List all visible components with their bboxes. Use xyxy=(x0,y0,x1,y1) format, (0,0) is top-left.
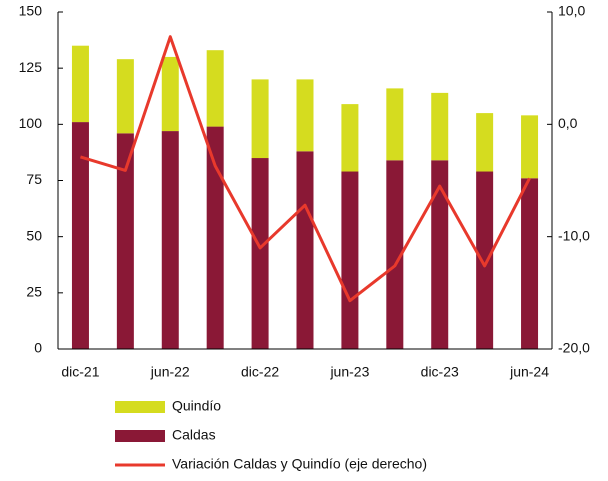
line-series xyxy=(80,35,531,303)
bar xyxy=(206,126,224,349)
y2-tick-label: -20,0 xyxy=(558,340,590,356)
y-tick-label: 25 xyxy=(26,284,42,300)
bar xyxy=(251,158,269,349)
bar xyxy=(161,131,179,349)
bar xyxy=(71,45,89,123)
bar xyxy=(341,104,359,172)
bar xyxy=(71,122,89,349)
bar xyxy=(206,50,224,127)
bar xyxy=(296,79,314,152)
bar xyxy=(431,160,449,349)
y2-tick-label: 10,0 xyxy=(558,3,585,19)
x-tick-label: dic-22 xyxy=(241,364,279,380)
bar xyxy=(521,115,539,179)
bar xyxy=(386,160,404,349)
y2-tick-label: -10,0 xyxy=(558,227,590,243)
bar xyxy=(251,79,269,159)
x-tick-label: jun-23 xyxy=(329,364,369,380)
y-tick-label: 50 xyxy=(26,227,42,243)
bar xyxy=(521,178,539,349)
legend-label: Caldas xyxy=(172,427,216,443)
x-tick-label: dic-21 xyxy=(61,364,99,380)
bar xyxy=(161,56,179,132)
x-tick-label: jun-24 xyxy=(509,364,549,380)
legend-label: Variación Caldas y Quindío (eje derecho) xyxy=(172,456,427,472)
bar xyxy=(341,171,359,349)
y-tick-label: 150 xyxy=(19,3,43,19)
legend-swatch xyxy=(115,430,165,442)
bar xyxy=(476,113,494,172)
bar xyxy=(476,171,494,349)
y-tick-label: 75 xyxy=(26,171,42,187)
y-tick-label: 0 xyxy=(34,340,42,356)
bar xyxy=(386,88,404,161)
x-tick-label: jun-22 xyxy=(150,364,190,380)
bar xyxy=(116,59,134,134)
bar xyxy=(431,92,449,161)
y-tick-label: 125 xyxy=(19,59,43,75)
bar xyxy=(116,133,134,349)
x-tick-label: dic-23 xyxy=(421,364,459,380)
y-tick-label: 100 xyxy=(19,115,43,131)
legend-label: Quindío xyxy=(172,398,221,414)
legend-swatch xyxy=(115,401,165,413)
bar xyxy=(296,151,314,349)
y2-tick-label: 0,0 xyxy=(558,115,578,131)
